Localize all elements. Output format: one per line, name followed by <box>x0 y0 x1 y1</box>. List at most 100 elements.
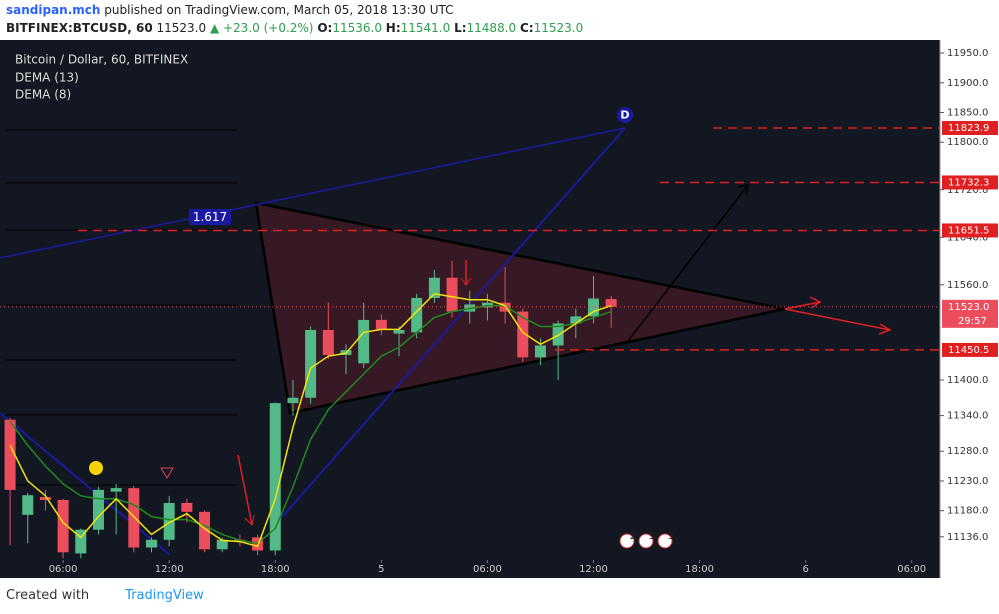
fib-lines <box>5 129 237 486</box>
candle-body <box>39 497 51 500</box>
candle-body <box>570 316 582 324</box>
level-label: 11450.5 <box>948 345 989 356</box>
point-label: D <box>620 109 629 122</box>
trend-line[interactable] <box>274 127 626 526</box>
o: 11536.0 <box>332 21 382 35</box>
x-tick-label: 18:00 <box>261 564 290 575</box>
l-label: L: <box>454 21 467 35</box>
level-tag <box>942 121 998 136</box>
point-marker[interactable] <box>617 107 633 123</box>
footer: Created with TradingView <box>6 588 204 603</box>
y-tick-label: 11720.0 <box>947 185 988 196</box>
candle-body <box>110 488 122 492</box>
y-tick-label: 11230.0 <box>947 476 988 487</box>
candle-body <box>305 330 317 398</box>
candle-body <box>4 419 16 490</box>
x-tick-label: 12:00 <box>155 564 184 575</box>
level-label: 11823.9 <box>948 123 989 134</box>
created: Created with <box>6 588 90 603</box>
event-label: 5 <box>649 531 655 542</box>
candle-body <box>358 319 370 364</box>
event-dot[interactable] <box>89 461 103 475</box>
level-tag <box>942 342 998 357</box>
candle-body <box>163 502 175 540</box>
y-tick-label: 11340.0 <box>947 411 988 422</box>
arrow-head <box>809 296 822 309</box>
y-tick-label: 11280.0 <box>947 446 988 457</box>
y-tick-label: 11640.0 <box>947 232 988 243</box>
signal-marker <box>160 467 174 479</box>
candle-body <box>269 403 281 551</box>
last-price-label: 11523.0 <box>948 302 989 313</box>
x-tick-label: 5 <box>378 564 384 575</box>
candle-body <box>411 297 423 333</box>
h-label: H: <box>385 21 401 35</box>
x-tick-label: 18:00 <box>685 564 714 575</box>
y-tick-label: 11560.0 <box>947 280 988 291</box>
arrow-head <box>460 277 472 286</box>
chart-title: Bitcoin / Dollar, 60, BITFINEX <box>15 53 188 67</box>
y-tick-label: 11180.0 <box>947 506 988 517</box>
h: 11541.0 <box>400 21 451 35</box>
event-badge[interactable] <box>619 533 635 549</box>
candle-body <box>287 397 299 404</box>
candle-body <box>587 298 599 317</box>
level-label: 11651.5 <box>948 225 989 236</box>
c: 11523.0 <box>533 21 584 35</box>
arrow[interactable] <box>784 301 821 310</box>
candle-body <box>322 330 334 355</box>
y-tick-label: 11136.0 <box>947 532 988 543</box>
y-tick-label: 11950.0 <box>947 48 988 59</box>
triangle-pattern[interactable] <box>254 201 786 415</box>
event-badge[interactable] <box>638 533 654 549</box>
fib-label: 1.617 <box>193 210 227 224</box>
arrow-head <box>878 323 892 335</box>
trend-line[interactable] <box>0 127 626 259</box>
level-tag <box>942 175 998 190</box>
c-label: C: <box>519 21 534 35</box>
candle-body <box>393 330 405 334</box>
legend-entry: DEMA (13) <box>15 71 79 85</box>
arrow-head <box>244 514 255 527</box>
published: published on TradingView.com, March 05, … <box>104 3 454 17</box>
candle-body <box>75 529 87 554</box>
change: ▲ +23.0 (+0.2%) <box>209 21 314 35</box>
last-price-tag <box>942 299 998 328</box>
candle-body <box>181 502 193 512</box>
candle-body <box>517 311 529 358</box>
arrow-head <box>737 184 749 196</box>
dema-line <box>9 292 612 548</box>
level-label: 11732.3 <box>948 177 989 188</box>
x-tick-label: 12:00 <box>579 564 608 575</box>
candle-body <box>499 302 511 312</box>
x-tick-label: 06:00 <box>49 564 78 575</box>
x-tick-label: 06:00 <box>897 564 926 575</box>
x-tick-label: 6 <box>802 564 808 575</box>
quote-line: BITFINEX:BTCUSD, 60 11523.0 ▲ +23.0 (+0.… <box>6 21 583 35</box>
trend-line[interactable] <box>0 412 171 556</box>
event-label: 3 <box>668 531 674 542</box>
candle-body <box>92 489 104 530</box>
user[interactable]: sandipan.mch <box>6 3 101 17</box>
arrow[interactable] <box>624 184 749 346</box>
arrow[interactable] <box>784 308 891 331</box>
event-label: 2 <box>630 531 636 542</box>
publish-line: sandipan.mch published on TradingView.co… <box>6 3 454 17</box>
candle-body <box>128 488 140 548</box>
candle-body <box>216 539 228 550</box>
candle-body <box>446 277 458 312</box>
y-tick-label: 11800.0 <box>947 137 988 148</box>
y-tick-label: 11850.0 <box>947 108 988 119</box>
candle-body <box>534 345 546 358</box>
level-tag <box>942 223 998 238</box>
brand[interactable]: TradingView <box>125 588 204 603</box>
l: 11488.0 <box>466 21 517 35</box>
event-badge[interactable] <box>657 533 673 549</box>
candle-body <box>22 495 34 515</box>
o-label: O: <box>317 21 333 35</box>
dema-line <box>9 304 612 545</box>
chart: 1.617 D Bitcoin / Dollar, 60, BITFINEX 1… <box>0 40 999 578</box>
symbol: BITFINEX:BTCUSD, 60 <box>6 21 153 35</box>
candle-body <box>605 299 617 307</box>
